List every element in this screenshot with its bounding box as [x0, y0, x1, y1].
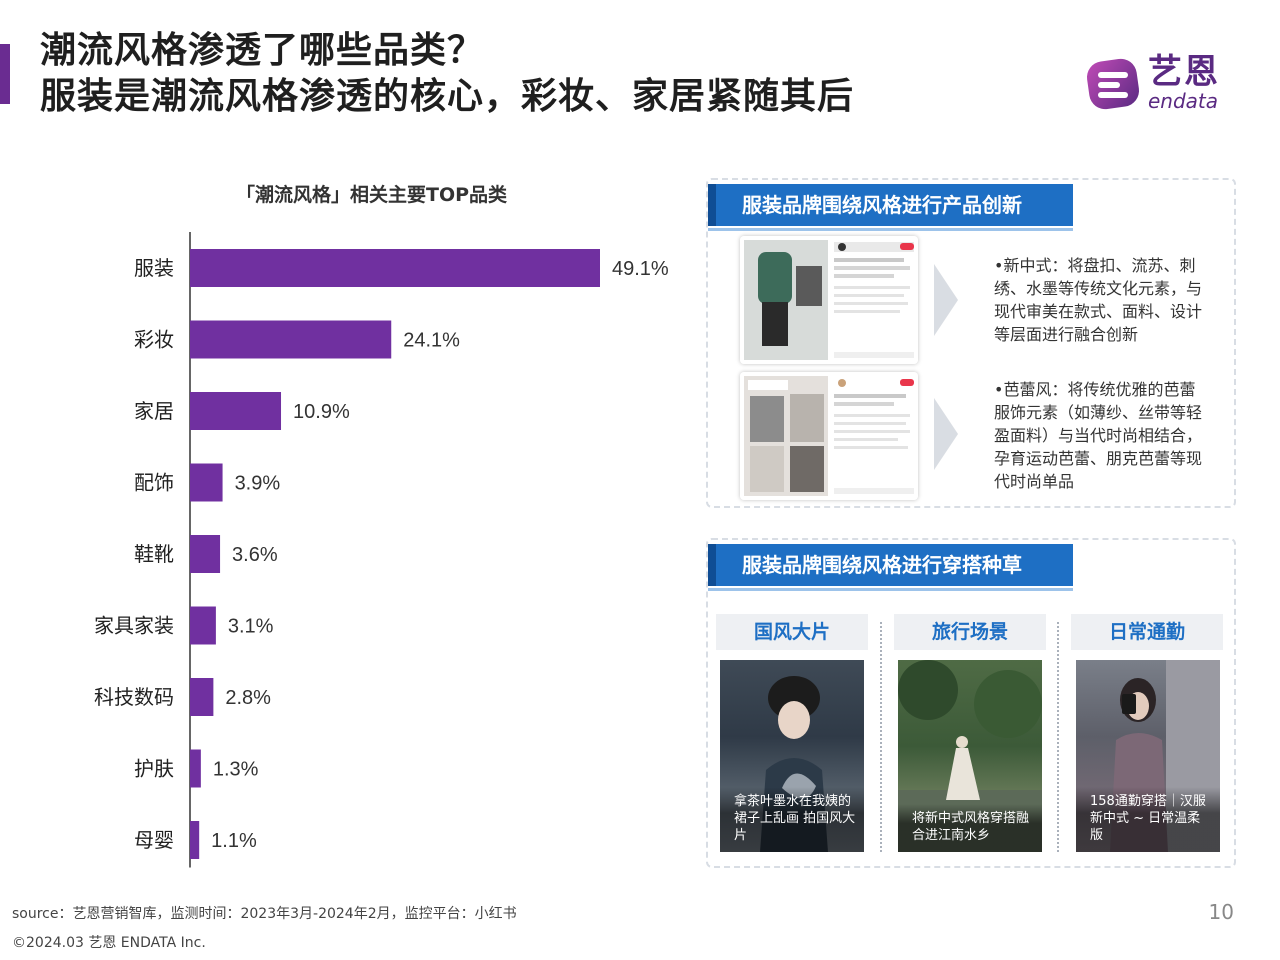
bar: [190, 535, 221, 573]
value-label: 2.8%: [225, 687, 271, 709]
product-innovation-heading: 服装品牌围绕风格进行产品创新: [708, 184, 1073, 231]
travel-scene-photo: 将新中式风格穿搭融合进江南水乡: [898, 660, 1042, 852]
column-divider: [1057, 622, 1059, 852]
outfit-seeding-heading: 服装品牌围绕风格进行穿搭种草: [708, 544, 1073, 591]
bar: [190, 749, 201, 788]
value-label: 49.1%: [612, 258, 669, 280]
value-label: 3.1%: [228, 616, 274, 638]
category-label: 配饰: [134, 471, 174, 495]
value-label: 3.6%: [232, 544, 278, 566]
tag-guofeng-shoot: 国风大片: [716, 614, 868, 650]
bar: [190, 678, 214, 716]
source-note: source：艺恩营销智库，监测时间：2023年3月-2024年2月，监控平台：…: [12, 906, 517, 922]
bar: [190, 320, 392, 359]
endata-logo: 艺恩 endata: [1082, 52, 1242, 116]
page-title: 潮流风格渗透了哪些品类？ 服装是潮流风格渗透的核心，彩妆、家居紧随其后: [40, 28, 854, 120]
category-label: 彩妆: [134, 328, 174, 352]
chevron-right-icon: [934, 398, 958, 470]
chevron-right-icon: [934, 264, 958, 336]
new-chinese-style-description: •新中式：将盘扣、流苏、刺绣、水墨等传统文化元素，与现代审美在款式、面料、设计等…: [994, 256, 1203, 344]
category-label: 鞋靴: [134, 542, 174, 566]
value-label: 1.1%: [211, 830, 257, 852]
chart-title: 「潮流风格」相关主要TOP品类: [236, 184, 508, 206]
category-bar-chart: 服装 49.1% 彩妆 24.1% 家居 10.9% 配饰 3.9% 鞋靴 3.6% 家具家装 3.1…: [94, 232, 669, 868]
bar: [190, 821, 200, 859]
bar: [190, 249, 600, 287]
bar: [190, 463, 223, 502]
value-label: 3.9%: [235, 473, 281, 495]
new-chinese-style-post-thumbnail: [740, 236, 918, 364]
category-label: 家具家装: [94, 614, 174, 638]
category-label: 护肤: [134, 757, 174, 781]
column-divider: [880, 622, 882, 852]
guofeng-shoot-caption: 拿茶叶墨水在我姨的裙子上乱画 拍国风大片: [720, 787, 864, 852]
travel-scene-caption: 将新中式风格穿搭融合进江南水乡: [898, 804, 1042, 852]
page-title-line-1: 潮流风格渗透了哪些品类？: [40, 30, 485, 71]
copyright-note: ©2024.03 艺恩 ENDATA Inc.: [12, 935, 206, 951]
value-label: 24.1%: [403, 330, 460, 352]
page-number: 10: [1208, 900, 1234, 924]
logo-text-en: endata: [1148, 89, 1219, 113]
tag-travel-scene: 旅行场景: [894, 614, 1046, 650]
ballet-style-post-thumbnail: [740, 372, 918, 500]
value-label: 1.3%: [213, 759, 259, 781]
endata-logo-icon: [1086, 58, 1140, 110]
logo-text-cn: 艺恩: [1148, 52, 1220, 92]
bar: [190, 606, 216, 645]
title-accent-bar: [0, 44, 10, 104]
guofeng-shoot-photo: 拿茶叶墨水在我姨的裙子上乱画 拍国风大片: [720, 660, 864, 852]
page-title-line-2: 服装是潮流风格渗透的核心，彩妆、家居紧随其后: [40, 76, 855, 117]
daily-commute-photo: 158通勤穿搭｜汉服新中式 ~ 日常温柔版: [1076, 660, 1220, 852]
category-label: 家居: [134, 399, 174, 423]
category-label: 服装: [134, 256, 174, 280]
category-label: 母婴: [134, 828, 174, 852]
daily-commute-caption: 158通勤穿搭｜汉服新中式 ~ 日常温柔版: [1076, 787, 1220, 852]
category-label: 科技数码: [94, 685, 174, 709]
tag-daily-commute: 日常通勤: [1071, 614, 1223, 650]
ballet-style-description: •芭蕾风：将传统优雅的芭蕾服饰元素（如薄纱、丝带等轻盈面料）与当代时尚相结合，孕…: [994, 380, 1203, 491]
value-label: 10.9%: [293, 401, 350, 423]
bar: [190, 392, 282, 430]
